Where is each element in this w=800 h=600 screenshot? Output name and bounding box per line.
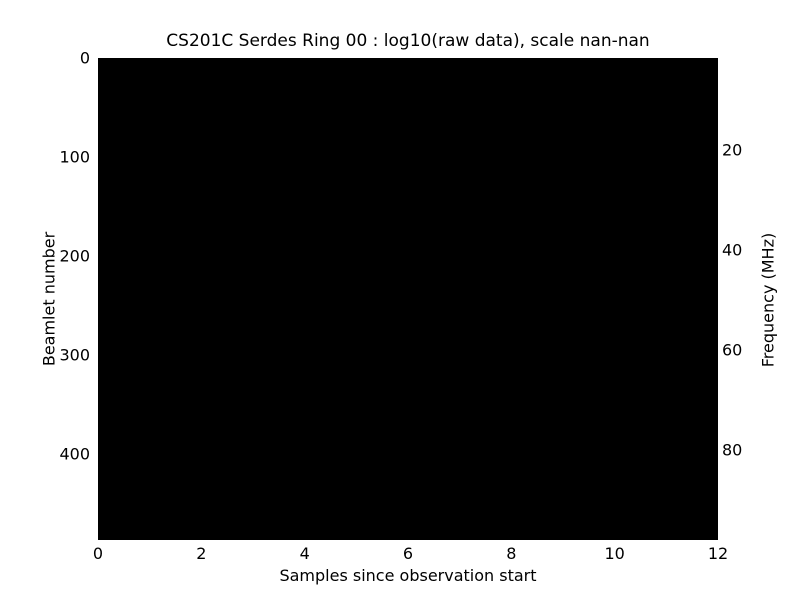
- chart-title: CS201C Serdes Ring 00 : log10(raw data),…: [166, 31, 650, 51]
- y-left-tick-label: 200: [59, 246, 90, 266]
- y-left-tick-label: 0: [79, 48, 90, 68]
- y-axis-right-label: Frequency (MHz): [758, 232, 778, 368]
- x-tick-label: 12: [707, 544, 729, 563]
- y-left-tick-label: 100: [59, 147, 90, 167]
- x-tick-label: 2: [196, 544, 207, 563]
- y-right-tick-label: 80: [722, 440, 743, 460]
- x-tick-label: 6: [402, 544, 414, 563]
- x-tick-label: 10: [604, 544, 625, 563]
- x-tick-label: 4: [299, 544, 310, 563]
- y-axis-left-label: Beamlet number: [39, 231, 59, 367]
- x-tick-label: 0: [92, 544, 104, 563]
- y-right-tick-label: 40: [722, 240, 743, 260]
- y-left-tick-label: 400: [59, 444, 90, 464]
- x-axis-label: Samples since observation start: [279, 566, 537, 585]
- y-right-tick-label: 20: [722, 140, 743, 160]
- y-left-tick-label: 300: [59, 345, 90, 365]
- heatmap-plot-area: 0 2 4 6 8 10 12 0 100 200 300 400 20 40 60 80: [59, 49, 742, 563]
- x-tick-label: 8: [506, 544, 517, 563]
- y-right-tick-label: 60: [722, 340, 743, 360]
